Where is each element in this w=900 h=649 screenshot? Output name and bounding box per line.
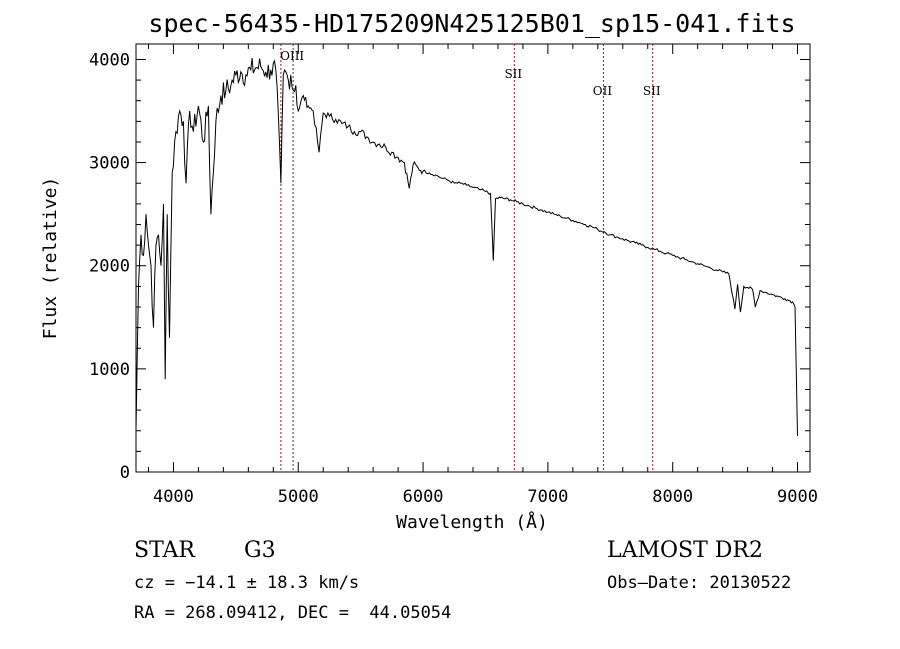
- survey-name: LAMOST DR2: [607, 538, 763, 563]
- marker-label: OIII: [280, 49, 304, 63]
- y-tick-label: 2000: [89, 257, 130, 277]
- x-tick-label: 5000: [278, 487, 319, 507]
- x-tick-label: 6000: [403, 487, 444, 507]
- x-tick-label: 7000: [527, 487, 568, 507]
- plot-frame: [135, 43, 811, 473]
- spectrum-line: [135, 57, 798, 436]
- object-class: STAR: [134, 538, 195, 563]
- x-tick-label: 8000: [652, 487, 693, 507]
- axis-ticks: 4000 5000 6000 7000 8000 9000 0 1000 2000 3000 400…: [89, 44, 818, 507]
- chart-title: spec-56435-HD175209N425125B01_sp15-041.f…: [148, 9, 795, 38]
- marker-label: SII: [504, 67, 522, 81]
- redshift-readout: cz = −14.1 ± 18.3 km/s: [134, 573, 360, 593]
- y-tick-label: 0: [120, 463, 130, 483]
- obs-date: Obs–Date: 20130522: [607, 573, 792, 593]
- line-markers: OIII SII OII SII: [280, 44, 661, 472]
- y-axis-label: Flux (relative): [40, 177, 61, 340]
- x-tick-label: 9000: [777, 487, 818, 507]
- coordinates: RA = 268.09412, DEC = 44.05054: [134, 603, 452, 623]
- marker-label: SII: [643, 84, 661, 98]
- object-subclass: G3: [244, 538, 276, 563]
- marker-label: OII: [593, 84, 613, 98]
- x-tick-label: 4000: [153, 487, 194, 507]
- y-tick-label: 4000: [89, 50, 130, 70]
- y-tick-label: 3000: [89, 154, 130, 174]
- x-axis-label: Wavelength (Å): [396, 511, 548, 533]
- y-tick-label: 1000: [89, 360, 130, 380]
